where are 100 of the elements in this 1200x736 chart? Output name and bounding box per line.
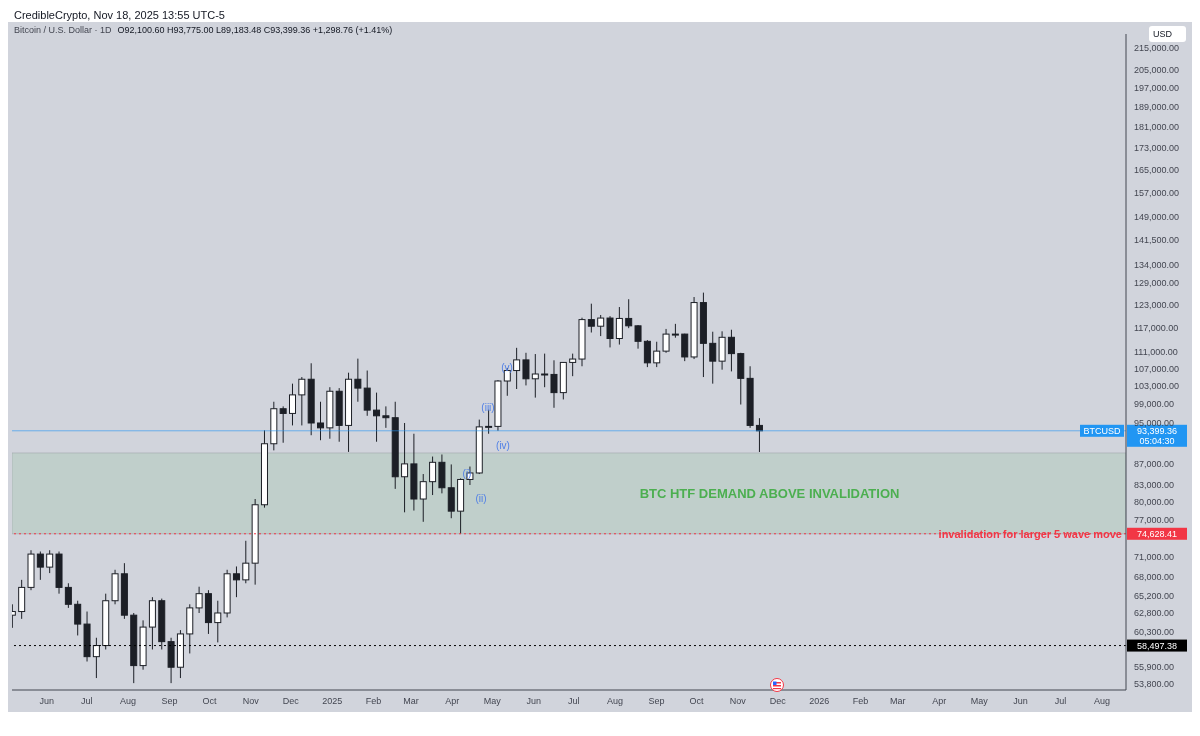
candlestick [354,358,362,403]
candlestick [429,456,437,496]
y-tick-label: 129,000.00 [1134,277,1180,288]
x-tick-label: Feb [365,696,382,707]
candlestick [727,329,735,372]
candlestick [606,315,614,348]
candlestick [643,339,651,368]
y-tick-label: 117,000.00 [1134,322,1179,333]
candlestick [317,401,325,441]
candlestick [214,600,222,643]
candlestick [597,314,605,337]
y-tick-label: 157,000.00 [1134,187,1180,198]
y-tick-label: 189,000.00 [1134,102,1180,113]
y-tick-label: 181,000.00 [1134,122,1180,133]
y-axis-title: USD [1148,26,1186,42]
y-tick-label: 77,000.00 [1134,514,1175,525]
ref-line-label: BTCUSD [1083,426,1121,437]
candlestick [363,370,371,417]
x-tick-label: Sep [648,696,665,707]
candlestick [662,328,670,354]
y-tick-label: 134,000.00 [1134,260,1180,271]
x-tick-label: Oct [689,696,704,707]
candlestick [36,551,44,581]
text: CredibleCrypto, Nov 18, 2025 13:55 UTC-5 [13,8,226,22]
candlestick [419,473,427,523]
candlestick [615,306,623,346]
y-tick-label: 62,800.00 [1134,608,1175,619]
candlestick [550,359,558,409]
x-tick-label: Oct [202,696,217,707]
y-tick-label: 87,000.00 [1134,458,1175,469]
annotation: (ii) [475,493,487,504]
candlestick [653,341,661,368]
candlestick [289,383,296,426]
candlestick [74,600,82,636]
x-tick-label: 2025 [322,696,343,707]
chart-title: Bitcoin / U.S. Dollar · 1D [14,25,112,35]
y-tick-label: 68,000.00 [1134,571,1175,582]
y-tick-label: 71,000.00 [1134,551,1175,562]
y-tick-label: 111,000.00 [1134,346,1178,357]
text: 74,628.41 [1136,529,1178,540]
y-tick-label: 165,000.00 [1134,164,1180,175]
x-tick-label: Dec [769,696,787,707]
x-tick-label: Mar [890,696,906,707]
candlestick [531,353,539,399]
x-tick-label: Jul [80,696,93,707]
ref-line-label: invalidation for larger 5 wave move [938,527,1122,540]
candlestick [232,565,240,598]
candlestick [447,463,455,519]
x-tick-label: Jun [526,696,541,707]
x-tick-label: 2026 [809,696,830,707]
candlestick [522,352,530,386]
x-tick-label: Apr [445,696,460,707]
y-tick-label: 80,000.00 [1134,497,1175,508]
y-tick-label: 99,000.00 [1134,399,1175,410]
candlestick [401,422,409,513]
candlestick [279,405,287,444]
candlestick [382,405,390,429]
text: 93,399.36 [1136,426,1178,437]
chart-subtitle: O92,100.60 H93,775.00 L89,183.48 C93,399.36 +1,298.76 (+1.41%) [117,25,393,35]
x-tick-label: May [970,696,989,707]
y-tick-label: 53,800.00 [1134,679,1175,690]
candlestick [569,353,577,377]
y-tick-label: 215,000.00 [1134,43,1180,54]
text: 58,497.38 [1136,641,1178,652]
x-tick-label: Aug [1093,696,1110,707]
x-tick-label: Nov [729,696,747,707]
x-tick-label: Apr [932,696,947,707]
candlestick [541,353,549,388]
annotation: (iv) [496,440,510,451]
candlestick [195,586,203,614]
text: 05:04:30 [1139,436,1175,447]
candlestick [625,298,633,329]
y-tick-label: 103,000.00 [1134,381,1180,392]
y-tick-label: 149,000.00 [1134,211,1180,222]
x-tick-label: Jun [1013,696,1028,707]
candlestick [587,303,595,334]
y-tick-label: 197,000.00 [1134,83,1180,94]
x-tick-label: Jul [1054,696,1067,707]
y-tick-label: 60,300.00 [1134,626,1175,637]
x-tick-label: Mar [403,696,419,707]
candlestick [298,376,306,426]
y-tick-label: 173,000.00 [1134,143,1180,154]
candlestick [64,582,72,609]
x-tick-label: Jul [567,696,580,707]
y-tick-label: 55,900.00 [1134,661,1175,672]
candlestick [242,540,250,584]
candlestick [92,637,100,679]
y-tick-label: 65,200.00 [1134,590,1175,601]
candlestick [513,347,521,390]
y-tick-label: 107,000.00 [1134,363,1180,374]
candlestick [46,549,54,574]
annotation: (iii) [481,402,495,413]
x-tick-label: Feb [852,696,869,707]
x-tick-label: Dec [282,696,300,707]
x-tick-label: Sep [161,696,178,707]
candlestick [634,324,642,350]
candlestick [718,330,726,371]
candlestick [681,333,689,362]
y-tick-label: 83,000.00 [1134,480,1175,491]
x-tick-label: May [483,696,502,707]
